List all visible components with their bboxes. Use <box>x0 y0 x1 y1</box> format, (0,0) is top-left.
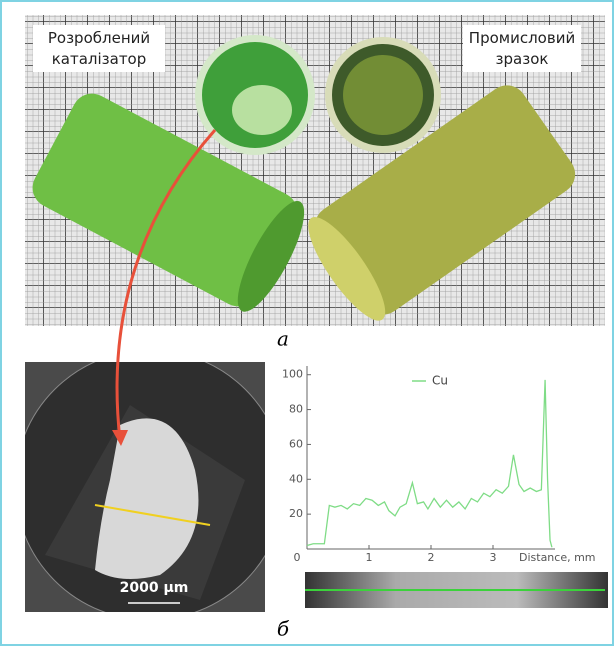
x-axis-label: Distance, mm <box>519 551 596 564</box>
y-tick-label: 40 <box>289 472 303 485</box>
x-tick-label: 2 <box>428 551 435 564</box>
scale-bar-label: 2000 µm <box>120 580 189 596</box>
x-tick-label: 0 <box>294 551 301 564</box>
y-tick-label: 100 <box>282 368 303 381</box>
chart: 20 40 60 80 100 0 1 2 3 Distance, mm Cu <box>282 366 596 564</box>
series-line <box>307 380 552 547</box>
caption-a: а <box>277 327 289 351</box>
page: Розробленийкаталізатор Промисловийзразок… <box>0 0 614 646</box>
figure: Розробленийкаталізатор Промисловийзразок… <box>0 0 614 646</box>
x-tick-label: 1 <box>366 551 373 564</box>
x-tick-label: 3 <box>490 551 497 564</box>
caption-b: б <box>277 617 290 641</box>
legend-label: Cu <box>432 374 448 388</box>
y-tick-label: 60 <box>289 437 303 450</box>
y-tick-label: 80 <box>289 403 303 416</box>
y-tick-label: 20 <box>289 507 303 520</box>
